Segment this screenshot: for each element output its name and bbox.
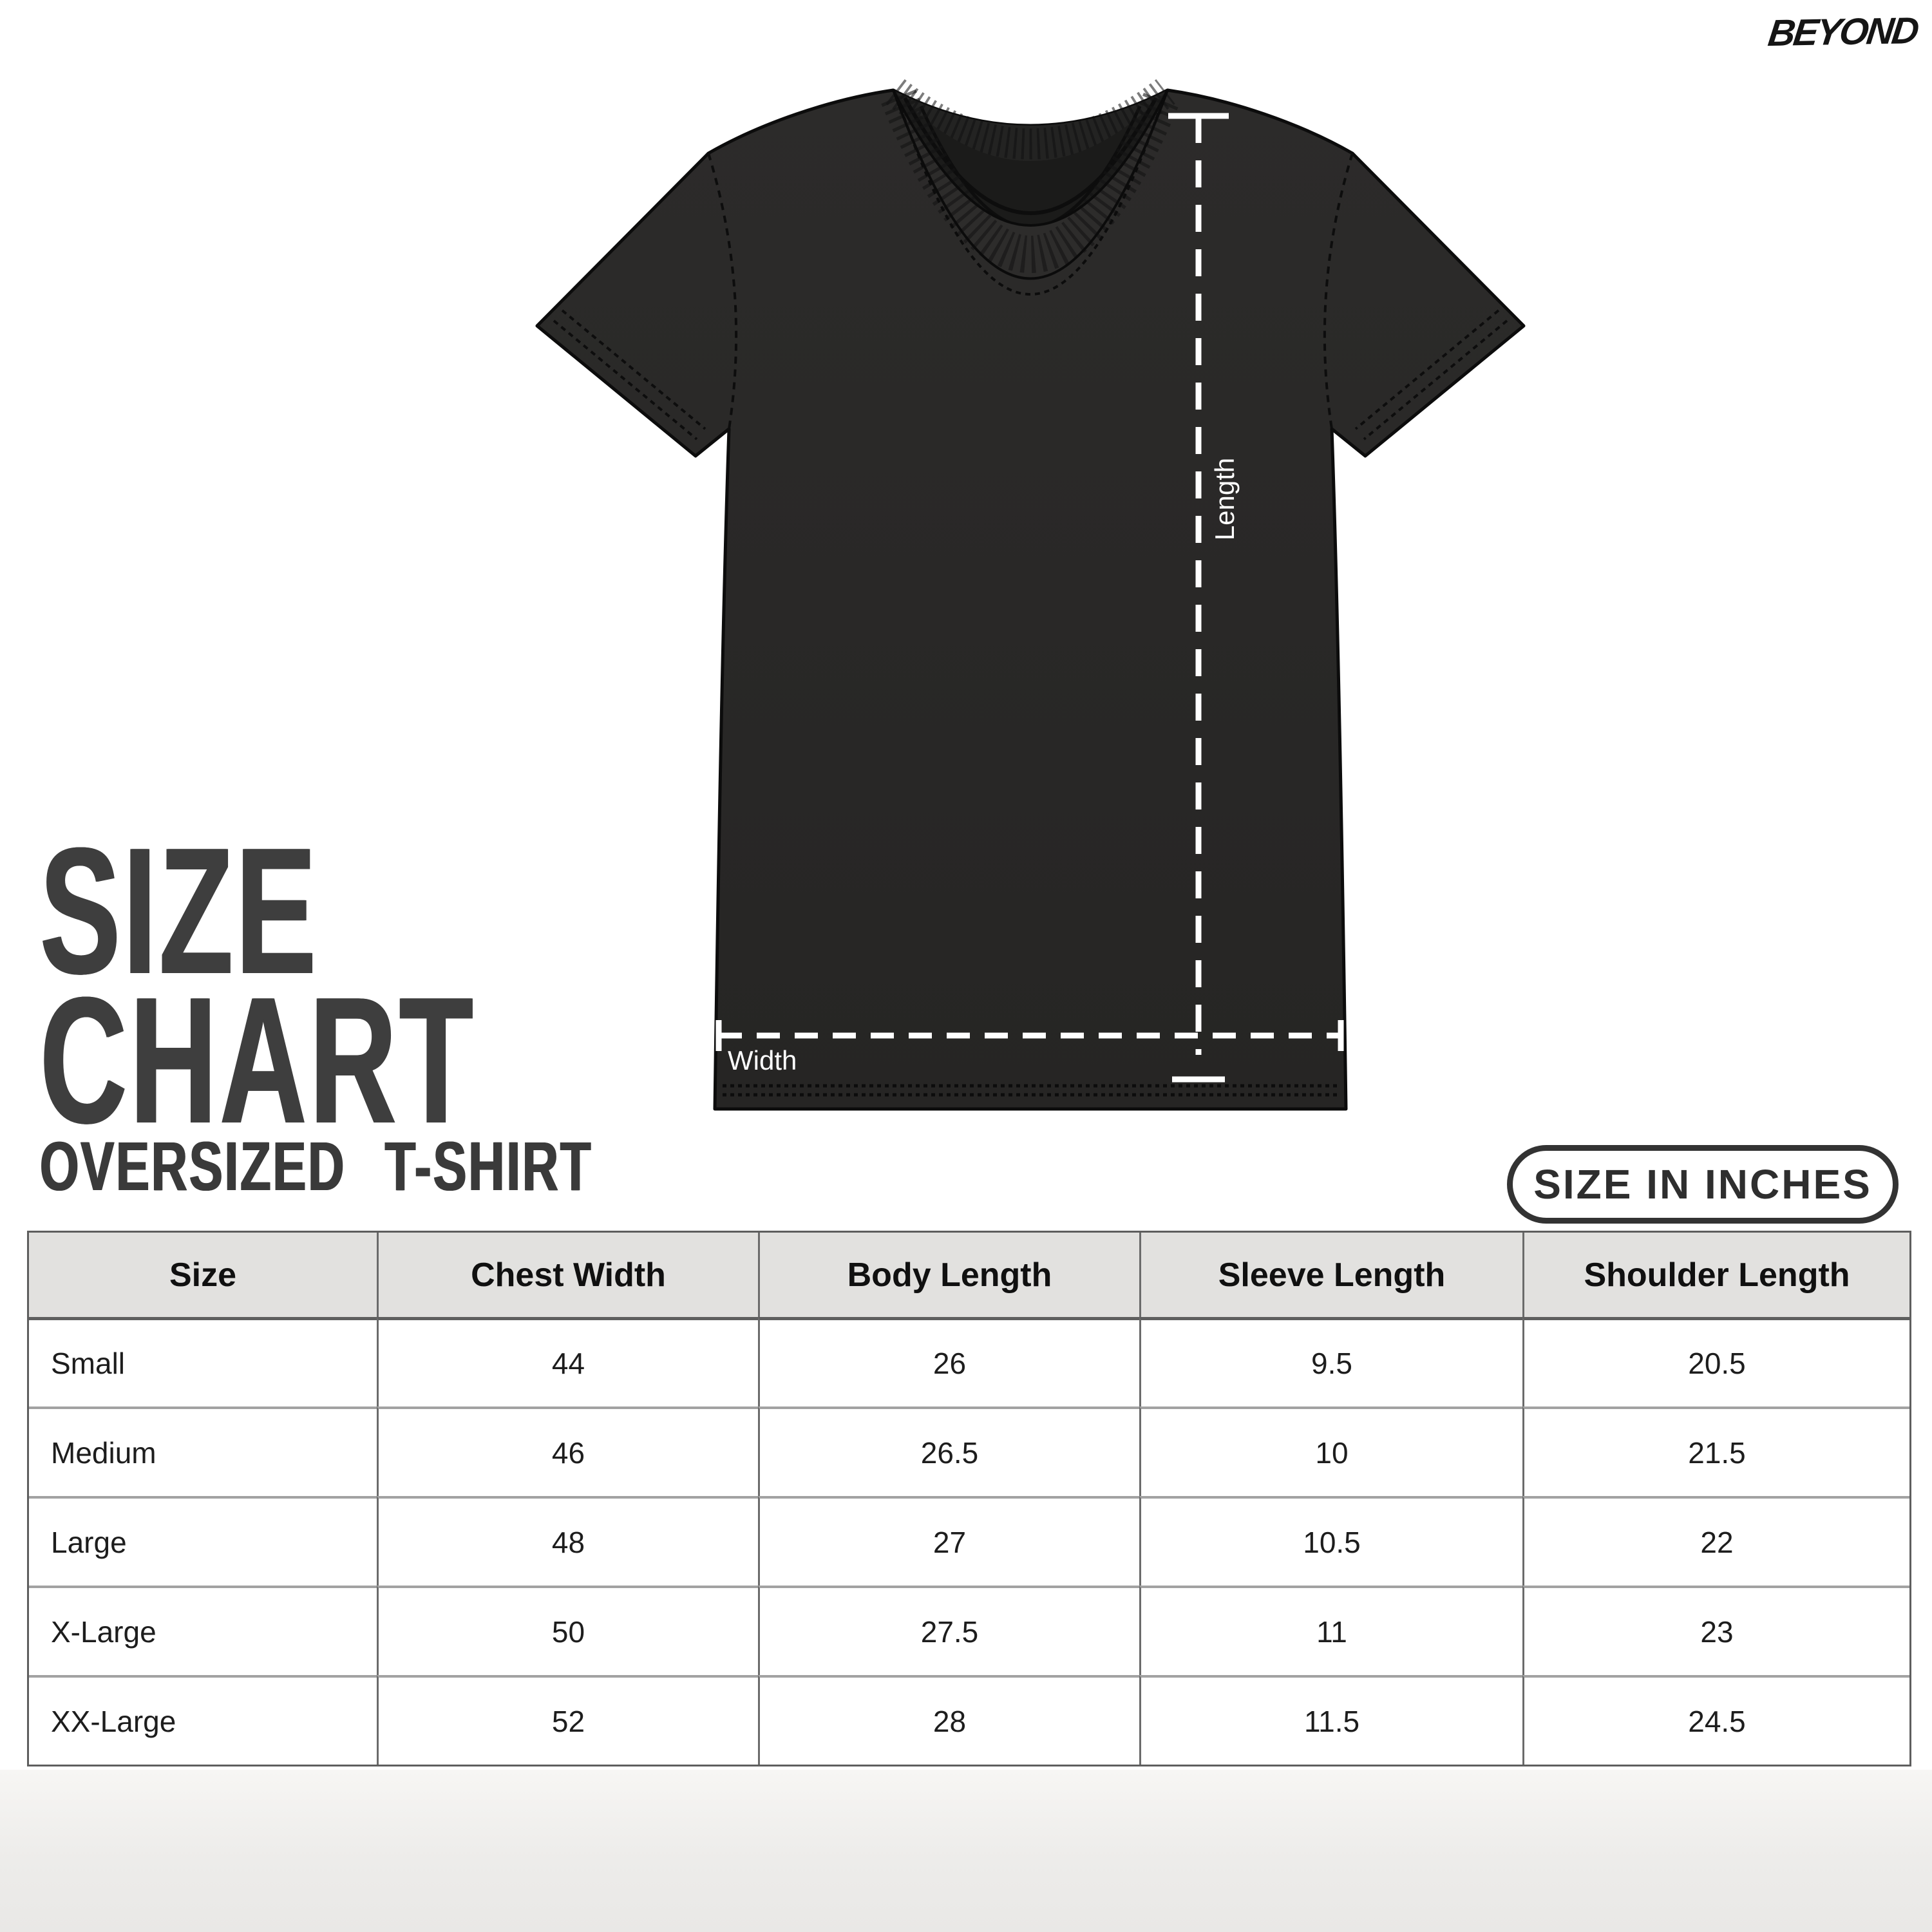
page-title-line2: CHART: [40, 960, 476, 1161]
units-badge: SIZE IN INCHES: [1507, 1145, 1899, 1224]
size-cell: Large: [29, 1496, 377, 1586]
column-header-sleeve-length: Sleeve Length: [1139, 1233, 1522, 1317]
tshirt-svg: [535, 79, 1526, 1111]
chest-width-cell: 44: [377, 1317, 758, 1406]
sleeve-length-cell: 11: [1139, 1586, 1522, 1675]
column-header-chest-width: Chest Width: [377, 1233, 758, 1317]
shoulder-length-cell: 24.5: [1522, 1675, 1909, 1765]
brand-logo: BEYOND: [1766, 10, 1920, 55]
bottom-hem-stitch: [723, 1084, 1338, 1097]
length-label-text: Length: [1209, 457, 1240, 541]
body-length-cell: 28: [758, 1675, 1139, 1765]
page-title-line1: SIZE: [40, 811, 319, 1012]
collar-front-outline-top: [892, 90, 1169, 227]
collar-stitch: [896, 99, 1164, 296]
size-cell: Small: [29, 1317, 377, 1406]
chest-width-cell: 50: [377, 1586, 758, 1675]
length-label: Length: [1206, 404, 1244, 594]
column-header-shoulder-length: Shoulder Length: [1522, 1233, 1909, 1317]
size-cell: Medium: [29, 1406, 377, 1496]
collar-front-ribbing: [881, 89, 1180, 273]
body-length-cell: 26.5: [758, 1406, 1139, 1496]
column-header-size: Size: [29, 1233, 377, 1317]
collar-front-outline-bottom: [892, 90, 1169, 280]
chest-width-cell: 46: [377, 1406, 758, 1496]
chest-width-cell: 48: [377, 1496, 758, 1586]
collar-back-ribbing: [886, 79, 1175, 160]
right-sleeve-stitch: [1354, 309, 1508, 440]
body-length-cell: 26: [758, 1317, 1139, 1406]
left-sleeve-stitch: [553, 309, 706, 440]
width-measure-line: [715, 1020, 1344, 1051]
body-length-cell: 27: [758, 1496, 1139, 1586]
sleeve-length-cell: 10: [1139, 1406, 1522, 1496]
column-header-body-length: Body Length: [758, 1233, 1139, 1317]
size-cell: X-Large: [29, 1586, 377, 1675]
width-label: Width: [728, 1045, 797, 1075]
shoulder-length-cell: 21.5: [1522, 1406, 1909, 1496]
size-table: Size Chest Width Body Length Sleeve Leng…: [27, 1231, 1911, 1766]
footer-background: [0, 1770, 1932, 1932]
body-length-cell: 27.5: [758, 1586, 1139, 1675]
size-cell: XX-Large: [29, 1675, 377, 1765]
shoulder-length-cell: 20.5: [1522, 1317, 1909, 1406]
page-subtitle: OVERSIZED T-SHIRT: [40, 1127, 593, 1205]
length-measure-line: [1168, 113, 1229, 1083]
sleeve-length-cell: 9.5: [1139, 1317, 1522, 1406]
shoulder-length-cell: 23: [1522, 1586, 1909, 1675]
chest-width-cell: 52: [377, 1675, 758, 1765]
sleeve-length-cell: 11.5: [1139, 1675, 1522, 1765]
tshirt-illustration: [509, 71, 1552, 1133]
shoulder-length-cell: 22: [1522, 1496, 1909, 1586]
sleeve-length-cell: 10.5: [1139, 1496, 1522, 1586]
